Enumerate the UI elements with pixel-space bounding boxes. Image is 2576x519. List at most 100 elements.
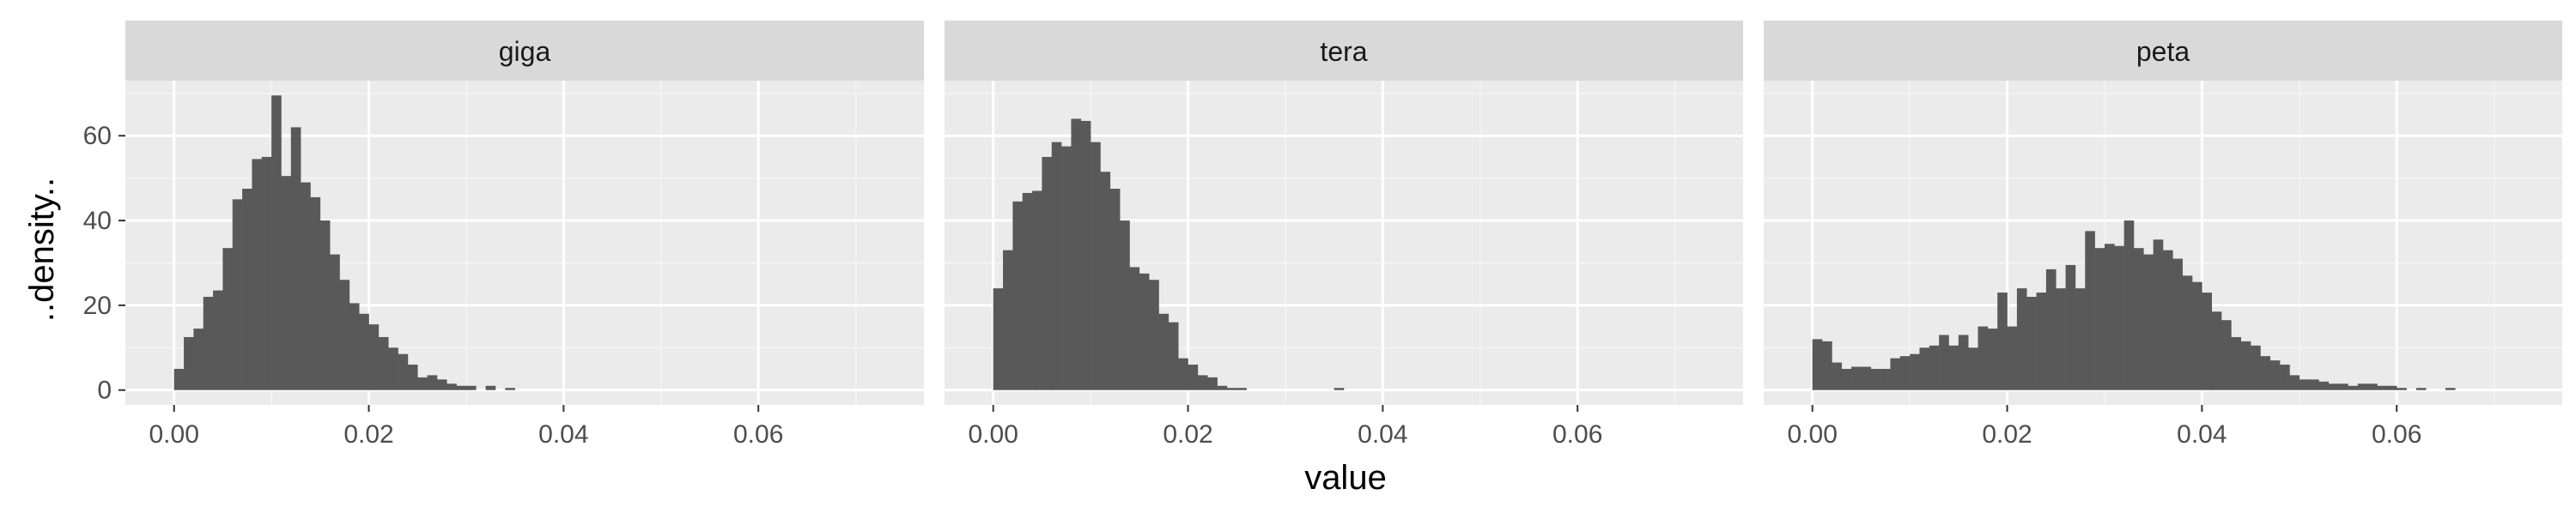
histogram-bar: [2377, 385, 2388, 390]
histogram-bar: [2318, 381, 2330, 390]
histogram-bar: [2338, 383, 2348, 390]
histogram-bar: [993, 288, 1004, 390]
histogram-bar: [1071, 118, 1082, 390]
histogram-bar: [2182, 275, 2193, 390]
histogram-bar: [1091, 142, 1101, 390]
histogram-bar: [485, 385, 496, 390]
histogram-bar: [1061, 146, 1072, 390]
histogram-bar: [2085, 231, 2095, 390]
x-tick-label: 0.04: [2177, 420, 2227, 449]
histogram-bar: [2094, 248, 2105, 390]
histogram-bar: [1334, 388, 1345, 390]
histogram-bar: [2056, 288, 2066, 390]
histogram-bar: [2133, 248, 2144, 390]
histogram-bar: [2211, 311, 2222, 390]
histogram-bar: [1188, 365, 1199, 390]
histogram-bar: [378, 336, 389, 390]
histogram-bar: [1880, 369, 1891, 390]
histogram-bar: [398, 353, 409, 390]
histogram-bar: [2367, 383, 2378, 390]
histogram-bar: [193, 329, 204, 390]
histogram-bar: [2348, 385, 2359, 390]
histogram-bar: [2192, 281, 2202, 390]
x-tick-label: 0.02: [1163, 420, 1212, 449]
histogram-bar: [1958, 335, 1969, 390]
histogram-bar: [388, 347, 398, 390]
histogram-bar: [427, 375, 438, 390]
histogram-bar: [1890, 358, 1901, 390]
histogram-bar: [2036, 293, 2047, 390]
histogram-bar: [1139, 273, 1150, 390]
histogram-bar: [2016, 288, 2027, 390]
y-axis-title: ..density..: [23, 178, 61, 322]
facet-strip: [945, 21, 1743, 81]
histogram-bar: [1948, 345, 1959, 390]
facet-panel-tera: tera 0.00 0.02 0.04 0.06: [945, 21, 1743, 449]
histogram-bar: [368, 324, 380, 390]
histogram-bar: [242, 189, 252, 390]
histogram-bar: [1939, 335, 1949, 390]
histogram-bar: [2007, 326, 2018, 390]
y-tick-label: 20: [83, 292, 112, 320]
histogram-bar: [222, 248, 234, 390]
histogram-bar: [339, 280, 350, 390]
histogram-bar: [2415, 388, 2427, 390]
x-tick-label: 0.06: [2372, 420, 2421, 449]
histogram-bar: [2202, 293, 2213, 390]
histogram-bar: [2289, 375, 2300, 390]
x-tick-label: 0.02: [1982, 420, 2032, 449]
histogram-bar: [1100, 172, 1111, 390]
facet-strip: [1764, 21, 2562, 81]
histogram-bar: [310, 196, 321, 390]
x-tick-label: 0.02: [343, 420, 393, 449]
histogram-bar: [184, 336, 194, 390]
facet-panel-peta: peta 0.00 0.02 0.04 0.06: [1764, 21, 2562, 449]
histogram-bar: [290, 127, 301, 390]
facet-strip-label: giga: [499, 36, 551, 67]
facets-layer: giga 0.00 0.02 0.04 0.06 0 20 40 60 tera 0.00 0.02 0…: [83, 21, 2562, 449]
facet-strip-label: tera: [1320, 36, 1367, 67]
histogram-bar: [173, 369, 185, 390]
facet-panel-giga: giga 0.00 0.02 0.04 0.06 0 20 40 60: [83, 21, 924, 449]
histogram-bar: [1910, 353, 1920, 390]
histogram-bar: [271, 95, 282, 390]
histogram-bar: [1861, 366, 1872, 390]
histogram-bar: [319, 220, 331, 390]
histogram-bar: [2026, 297, 2037, 390]
histogram-bar: [1217, 385, 1228, 390]
histogram-bar: [2123, 220, 2135, 390]
histogram-bar: [2153, 239, 2164, 390]
histogram-bar: [417, 377, 428, 390]
histogram-bar: [2269, 360, 2281, 390]
histogram-bar: [1168, 322, 1179, 390]
histogram-bar: [1149, 280, 1159, 390]
histogram-bar: [1987, 329, 1998, 390]
facet-strip-label: peta: [2136, 36, 2190, 67]
histogram-bar: [301, 182, 311, 390]
x-tick-label: 0.06: [1552, 420, 1602, 449]
histogram-bar: [1032, 190, 1042, 390]
histogram-bar: [2357, 383, 2368, 390]
histogram-bar: [1968, 347, 1978, 390]
histogram-bar: [1812, 339, 1823, 390]
histogram-bar: [1851, 366, 1862, 390]
histogram-bar: [1022, 192, 1033, 390]
x-tick-label: 0.00: [969, 420, 1018, 449]
histogram-bar: [436, 379, 447, 390]
histogram-bar: [349, 303, 360, 390]
histogram-bar: [1997, 293, 2008, 390]
histogram-bar: [1109, 189, 1121, 390]
histogram-bar: [456, 385, 467, 390]
histogram-bar: [281, 176, 292, 390]
histogram-bar: [330, 254, 340, 390]
histogram-bar: [2299, 379, 2310, 390]
histogram-bar: [1919, 347, 1930, 390]
histogram-bar: [505, 388, 515, 390]
histogram-bar: [1197, 375, 1208, 390]
histogram-bar: [1822, 341, 1832, 390]
histogram-bar: [1158, 313, 1170, 390]
x-tick-label: 0.00: [1788, 420, 1838, 449]
x-tick-label: 0.00: [149, 420, 199, 449]
histogram-bar: [213, 290, 223, 390]
histogram-bar: [203, 297, 214, 390]
